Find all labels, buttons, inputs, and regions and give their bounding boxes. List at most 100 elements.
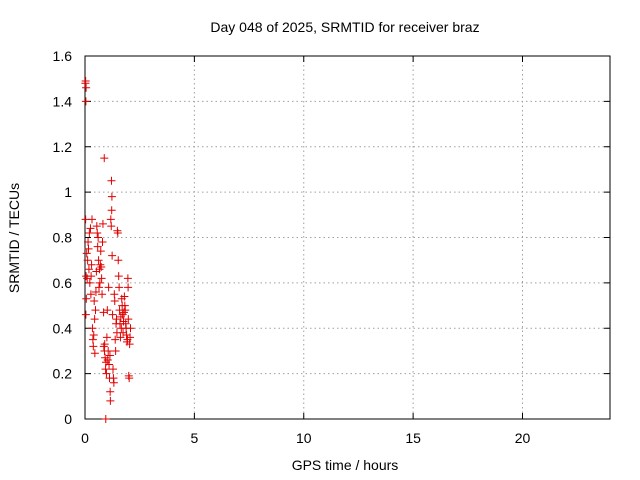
data-point — [81, 97, 90, 106]
data-point — [98, 219, 107, 228]
data-point — [87, 260, 96, 269]
data-point — [81, 76, 90, 85]
data-point — [97, 262, 106, 271]
x-tick-label: 5 — [190, 430, 198, 446]
data-point — [121, 306, 130, 315]
data-point — [108, 251, 117, 260]
data-point — [126, 333, 135, 342]
y-tick-label: 1.2 — [53, 139, 73, 155]
data-point — [103, 356, 112, 365]
data-point — [106, 396, 115, 405]
data-point — [93, 228, 102, 237]
data-point — [107, 206, 116, 215]
data-point — [95, 283, 103, 292]
y-tick-label: 0 — [64, 411, 72, 427]
data-point — [107, 222, 116, 231]
data-point — [91, 306, 100, 315]
data-point — [95, 278, 104, 287]
data-point — [94, 256, 103, 265]
data-point — [114, 272, 123, 281]
data-point — [96, 247, 105, 256]
y-tick-label: 1.6 — [53, 48, 73, 64]
data-point — [88, 324, 97, 333]
data-point — [99, 342, 108, 351]
data-point — [84, 238, 93, 247]
data-point — [84, 244, 93, 253]
data-point — [120, 292, 129, 301]
data-point — [98, 238, 107, 247]
data-point — [88, 335, 97, 344]
data-points — [81, 76, 135, 423]
data-point — [102, 369, 111, 378]
data-point — [105, 351, 114, 360]
data-point — [86, 224, 95, 233]
data-point — [124, 283, 133, 292]
data-point — [90, 349, 99, 358]
data-point — [116, 333, 125, 342]
tick-layer: 0 5 10 15 20 0 0.2 0.4 0.6 0.8 1 1.2 1.4 1.6 — [53, 48, 610, 446]
x-tick-label: 15 — [405, 430, 421, 446]
x-tick-label: 20 — [515, 430, 531, 446]
data-point — [82, 249, 91, 258]
data-point — [89, 331, 98, 340]
data-point — [124, 315, 133, 324]
data-point — [83, 256, 92, 265]
data-point — [92, 222, 101, 231]
y-tick-label: 0.4 — [53, 320, 73, 336]
x-tick-label: 10 — [296, 430, 312, 446]
data-point — [97, 274, 106, 283]
y-tick-label: 1 — [64, 184, 72, 200]
data-point — [109, 365, 117, 374]
data-point — [85, 228, 94, 237]
y-tick-label: 0.2 — [53, 366, 73, 382]
y-tick-label: 0.6 — [53, 275, 73, 291]
data-point — [90, 297, 99, 306]
data-point — [107, 192, 116, 201]
data-point — [100, 340, 109, 349]
data-point — [109, 378, 118, 387]
data-point — [115, 283, 124, 292]
data-point — [85, 278, 94, 287]
data-point — [125, 374, 134, 383]
data-point — [105, 360, 114, 369]
data-point — [93, 242, 102, 251]
data-point — [82, 83, 91, 92]
data-point — [102, 333, 111, 342]
y-tick-label: 0.8 — [53, 230, 73, 246]
data-point — [112, 315, 121, 324]
data-point — [110, 290, 119, 299]
data-point — [114, 256, 123, 265]
x-axis-label: GPS time / hours — [292, 457, 399, 473]
data-point — [113, 228, 122, 237]
x-tick-label: 0 — [81, 430, 89, 446]
data-point — [100, 154, 109, 163]
data-point — [87, 272, 96, 281]
data-point — [99, 308, 108, 317]
data-point — [111, 335, 120, 344]
chart-title: Day 048 of 2025, SRMTID for receiver bra… — [210, 19, 479, 35]
data-point — [106, 215, 115, 224]
data-point — [91, 287, 100, 296]
data-point — [90, 315, 99, 324]
data-point — [101, 415, 110, 423]
data-point — [89, 342, 98, 351]
data-point — [101, 365, 110, 374]
data-point — [106, 387, 115, 396]
data-point — [104, 346, 113, 355]
data-point — [94, 233, 103, 242]
data-point — [84, 265, 93, 274]
data-point — [96, 260, 105, 269]
data-point — [107, 176, 116, 185]
y-tick-label: 1.4 — [53, 93, 73, 109]
data-point — [110, 297, 119, 306]
data-point — [125, 340, 134, 349]
grid-layer — [85, 56, 610, 419]
data-point — [111, 346, 120, 355]
y-axis-label: SRMTID / TECUs — [6, 183, 22, 293]
data-point — [88, 215, 96, 224]
data-point — [123, 274, 132, 283]
data-point — [103, 306, 112, 315]
data-point — [104, 283, 113, 292]
data-point — [81, 310, 90, 319]
